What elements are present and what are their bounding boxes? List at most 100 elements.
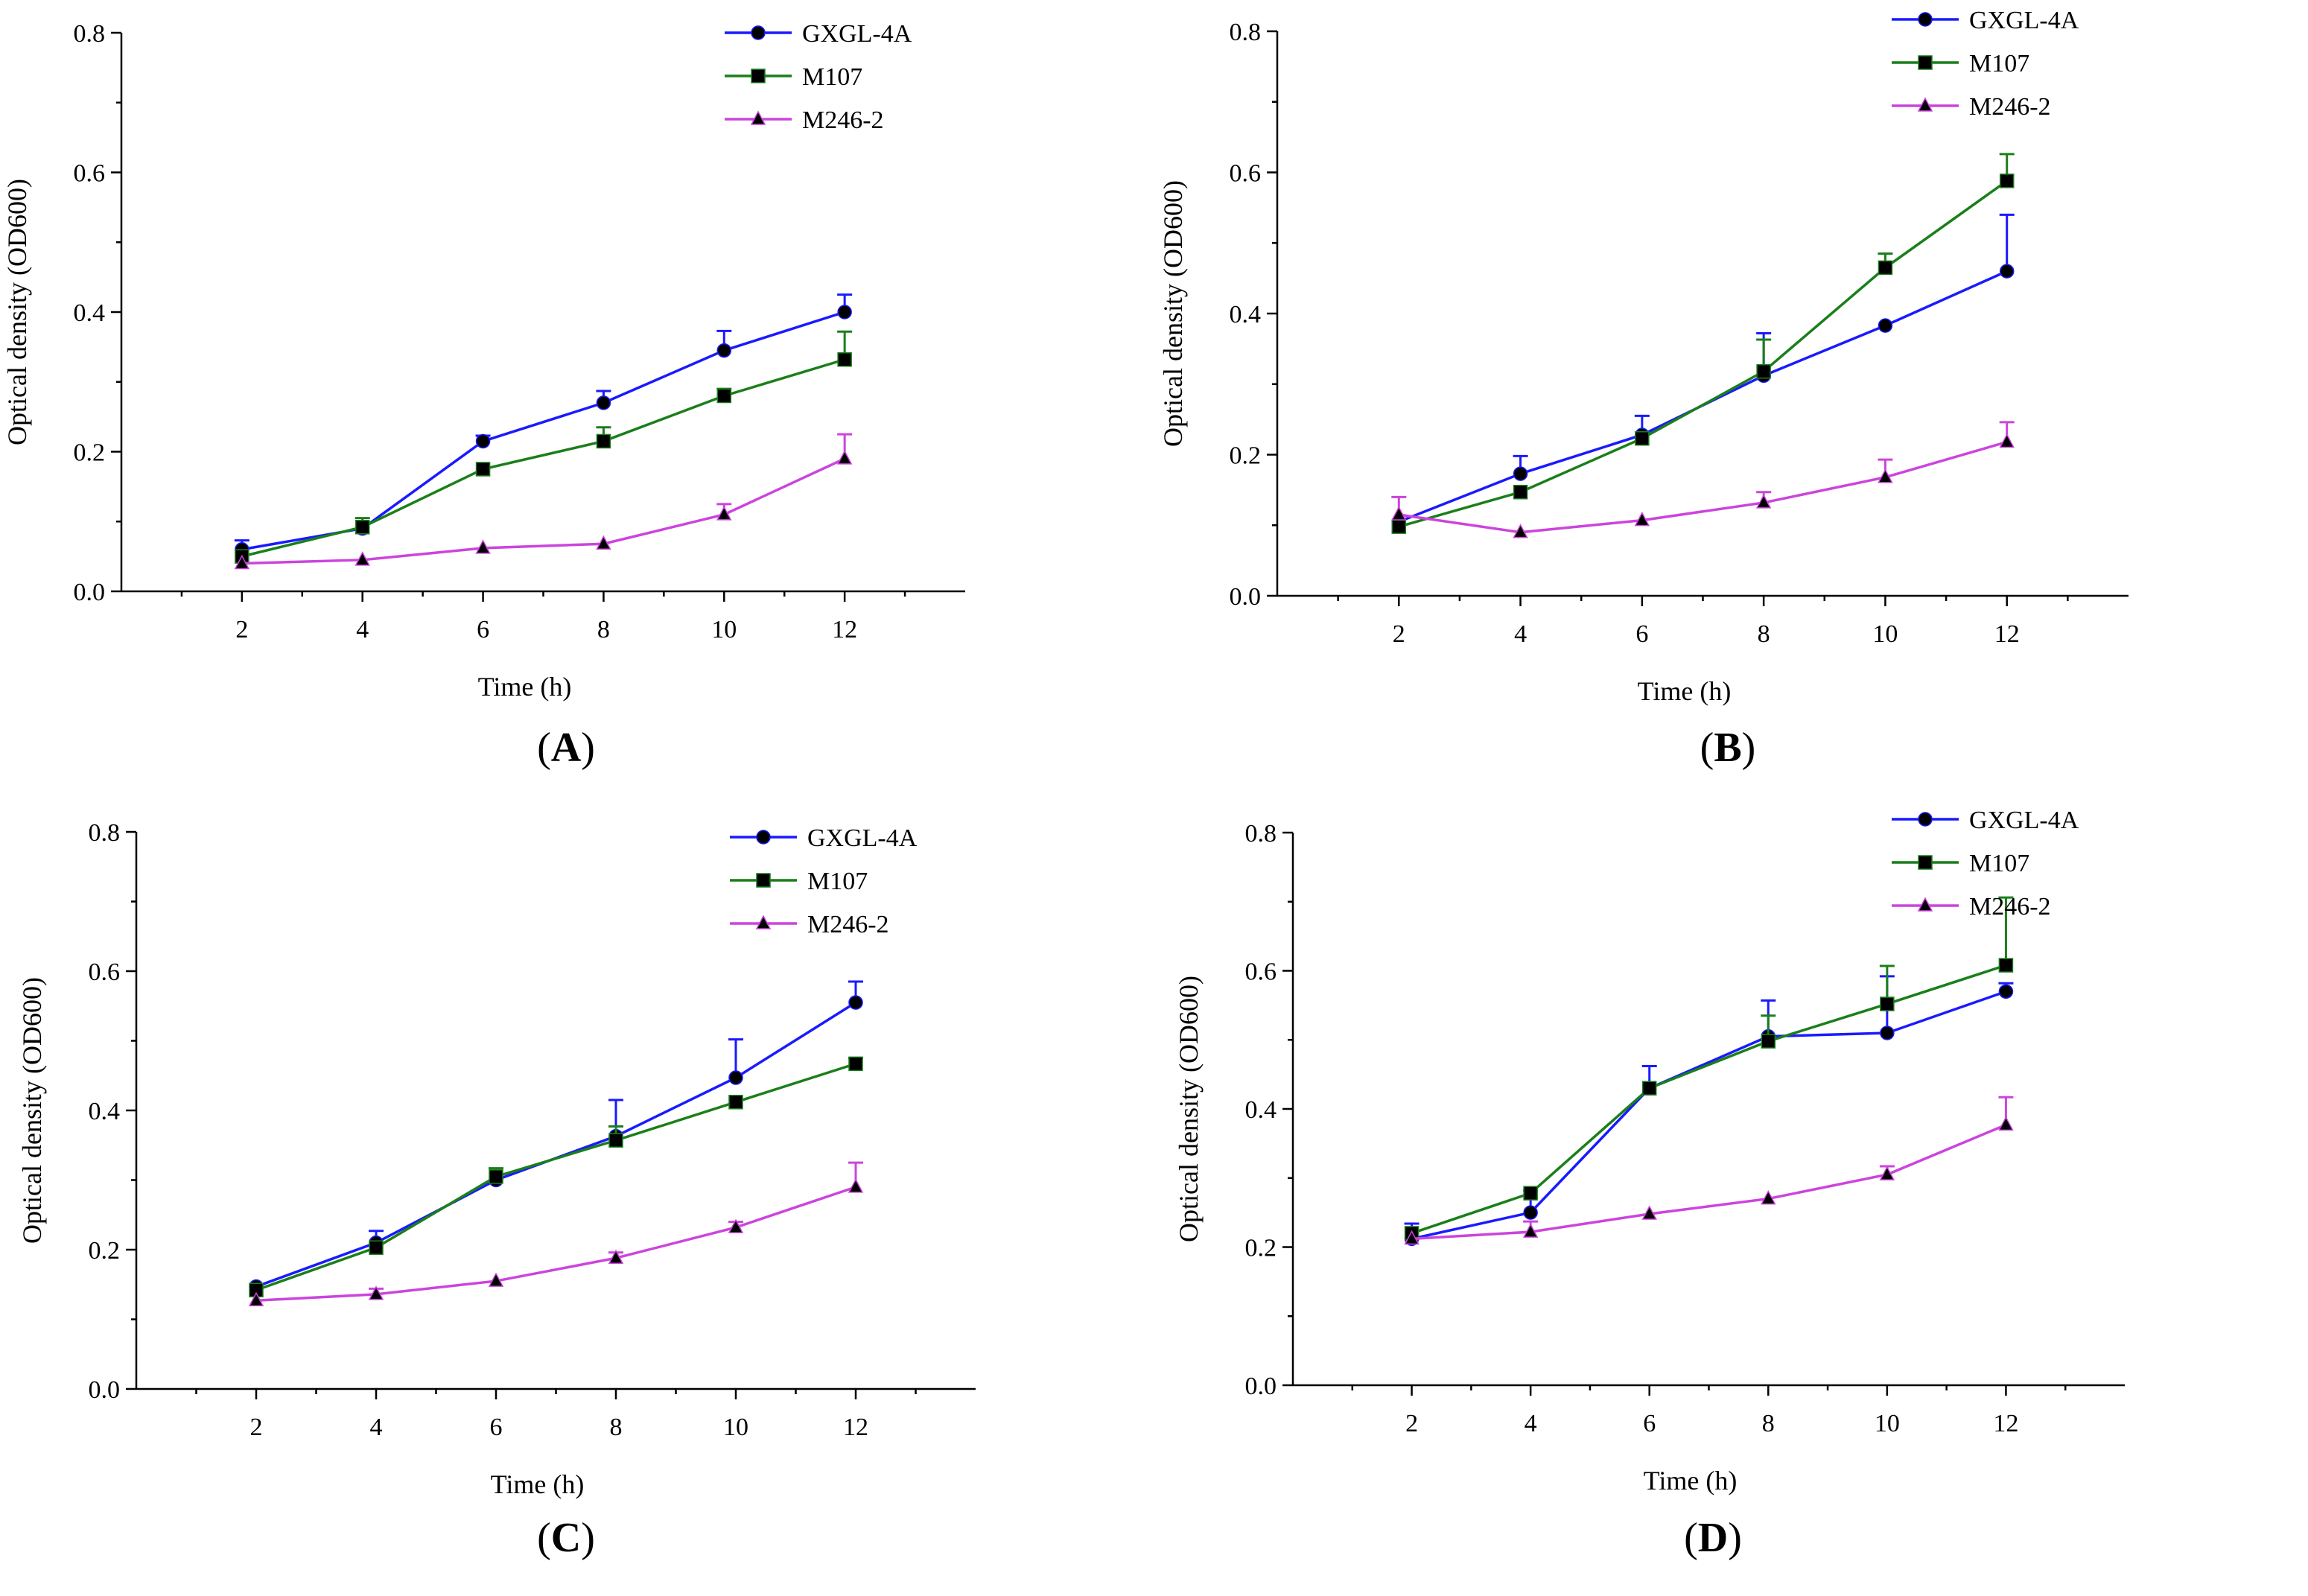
- series-m107: [235, 330, 853, 564]
- y-tick-label: 0.6: [1245, 958, 1277, 986]
- data-point: [716, 343, 732, 358]
- y-axis-label: Optical density (OD600): [1158, 180, 1188, 447]
- y-tick-label: 0.8: [89, 819, 121, 847]
- legend-label: M246-2: [1969, 93, 2051, 121]
- data-point: [1880, 996, 1895, 1011]
- data-point: [1634, 512, 1650, 527]
- data-point: [1641, 1205, 1657, 1220]
- x-tick-label: 12: [1994, 620, 2020, 648]
- data-point: [1635, 430, 1650, 446]
- x-tick-label: 10: [1875, 1410, 1900, 1437]
- series-m107: [1404, 896, 2014, 1241]
- legend-marker: [1918, 855, 1933, 870]
- chart-panel-c: 0.0 0.2 0.4 0.6 0.8 2 4 6 8 10 12 Time (h) Optical d…: [17, 819, 976, 1561]
- legend: GXGL-4A M107 M246-2: [1892, 7, 2079, 121]
- series-m107: [249, 1056, 863, 1297]
- legend-label: M107: [802, 63, 862, 91]
- chart-panel-b: 0.0 0.2 0.4 0.6 0.8 2 4 6 8 10 12 Time (h) Optical d…: [1158, 7, 2129, 771]
- data-point: [1513, 484, 1528, 500]
- y-tick-label: 0.8: [1230, 19, 1262, 46]
- y-tick-label: 0.4: [1230, 301, 1262, 328]
- x-axis-label: Time (h): [491, 1469, 585, 1499]
- data-point: [1761, 1189, 1776, 1205]
- panel-label-letter: C: [551, 1515, 581, 1561]
- data-point: [234, 554, 250, 570]
- x-tick-label: 10: [711, 616, 737, 643]
- data-point: [596, 433, 611, 449]
- series-line: [1398, 179, 2008, 528]
- series-line: [1399, 440, 2008, 534]
- y-tick-label: 0.2: [1245, 1235, 1277, 1262]
- series-line: [241, 358, 845, 558]
- y-axis-label: Optical density (OD600): [17, 977, 47, 1244]
- legend-marker: [750, 110, 766, 125]
- series-line: [241, 311, 845, 551]
- series-gxgl-4a: [249, 980, 863, 1294]
- legend-marker: [751, 25, 766, 40]
- data-point: [355, 520, 370, 535]
- data-point: [836, 450, 853, 465]
- data-point: [1998, 1116, 2014, 1131]
- data-point: [475, 462, 491, 477]
- data-point: [596, 395, 611, 410]
- x-axis-label: Time (h): [1638, 676, 1732, 706]
- series-m246-2: [248, 1161, 864, 1307]
- y-tick-label: 0.0: [1245, 1373, 1277, 1400]
- data-point: [608, 1133, 623, 1148]
- series-line: [1411, 1123, 2007, 1241]
- y-tick-label: 0.2: [89, 1237, 121, 1265]
- y-tick-label: 0.0: [1230, 583, 1262, 611]
- y-tick-label: 0.0: [74, 579, 106, 606]
- x-tick-label: 2: [1405, 1410, 1418, 1437]
- legend: GXGL-4A M107 M246-2: [730, 824, 918, 938]
- y-tick-label: 0.4: [74, 299, 106, 327]
- y-tick-label: 0.2: [74, 439, 106, 467]
- series-m246-2: [234, 433, 853, 570]
- x-axis-label: Time (h): [478, 672, 572, 702]
- x-tick-label: 12: [843, 1414, 868, 1441]
- data-point: [848, 995, 863, 1010]
- series-line: [1411, 964, 2006, 1235]
- data-point: [728, 1095, 743, 1110]
- data-point: [1523, 1205, 1538, 1220]
- data-point: [489, 1169, 503, 1184]
- data-point: [475, 433, 491, 449]
- data-point: [368, 1285, 384, 1300]
- series-line: [1411, 990, 2007, 1241]
- data-point: [837, 305, 852, 319]
- y-axis-label: Optical density (OD600): [2, 179, 32, 445]
- series-m246-2: [1404, 1096, 2014, 1245]
- data-point: [1513, 524, 1528, 538]
- series-line: [255, 1062, 856, 1291]
- x-tick-label: 6: [477, 616, 489, 643]
- data-point: [1761, 1034, 1776, 1049]
- legend-marker: [751, 69, 766, 83]
- legend-label: GXGL-4A: [1969, 807, 2079, 834]
- data-point: [1522, 1223, 1539, 1238]
- chart-panel-a: 0.0 0.2 0.4 0.6 0.8 2 4 6 8 10 12 Time (h) Optical d…: [2, 20, 965, 771]
- x-tick-label: 2: [235, 616, 248, 643]
- data-point: [355, 551, 370, 566]
- legend-label: GXGL-4A: [807, 824, 918, 852]
- legend-label: M246-2: [807, 911, 889, 938]
- legend-label: GXGL-4A: [802, 20, 912, 48]
- series-line: [1398, 270, 2008, 524]
- series-gxgl-4a: [1391, 213, 2015, 530]
- panel-label: (C): [537, 1515, 595, 1561]
- data-point: [1641, 1081, 1657, 1096]
- panel-label: (D): [1684, 1515, 1742, 1561]
- legend-label: M107: [1969, 850, 2029, 877]
- x-tick-label: 8: [597, 616, 610, 643]
- x-axis-label: Time (h): [1644, 1466, 1738, 1495]
- data-point: [1391, 519, 1407, 534]
- data-point: [1999, 264, 2015, 279]
- series-gxgl-4a: [234, 293, 853, 557]
- series-line: [255, 1001, 856, 1288]
- x-tick-label: 2: [250, 1414, 263, 1441]
- data-point: [608, 1249, 624, 1264]
- legend-label: M107: [807, 868, 868, 895]
- legend-label: M107: [1969, 50, 2029, 77]
- data-point: [1513, 466, 1528, 481]
- data-point: [728, 1218, 744, 1233]
